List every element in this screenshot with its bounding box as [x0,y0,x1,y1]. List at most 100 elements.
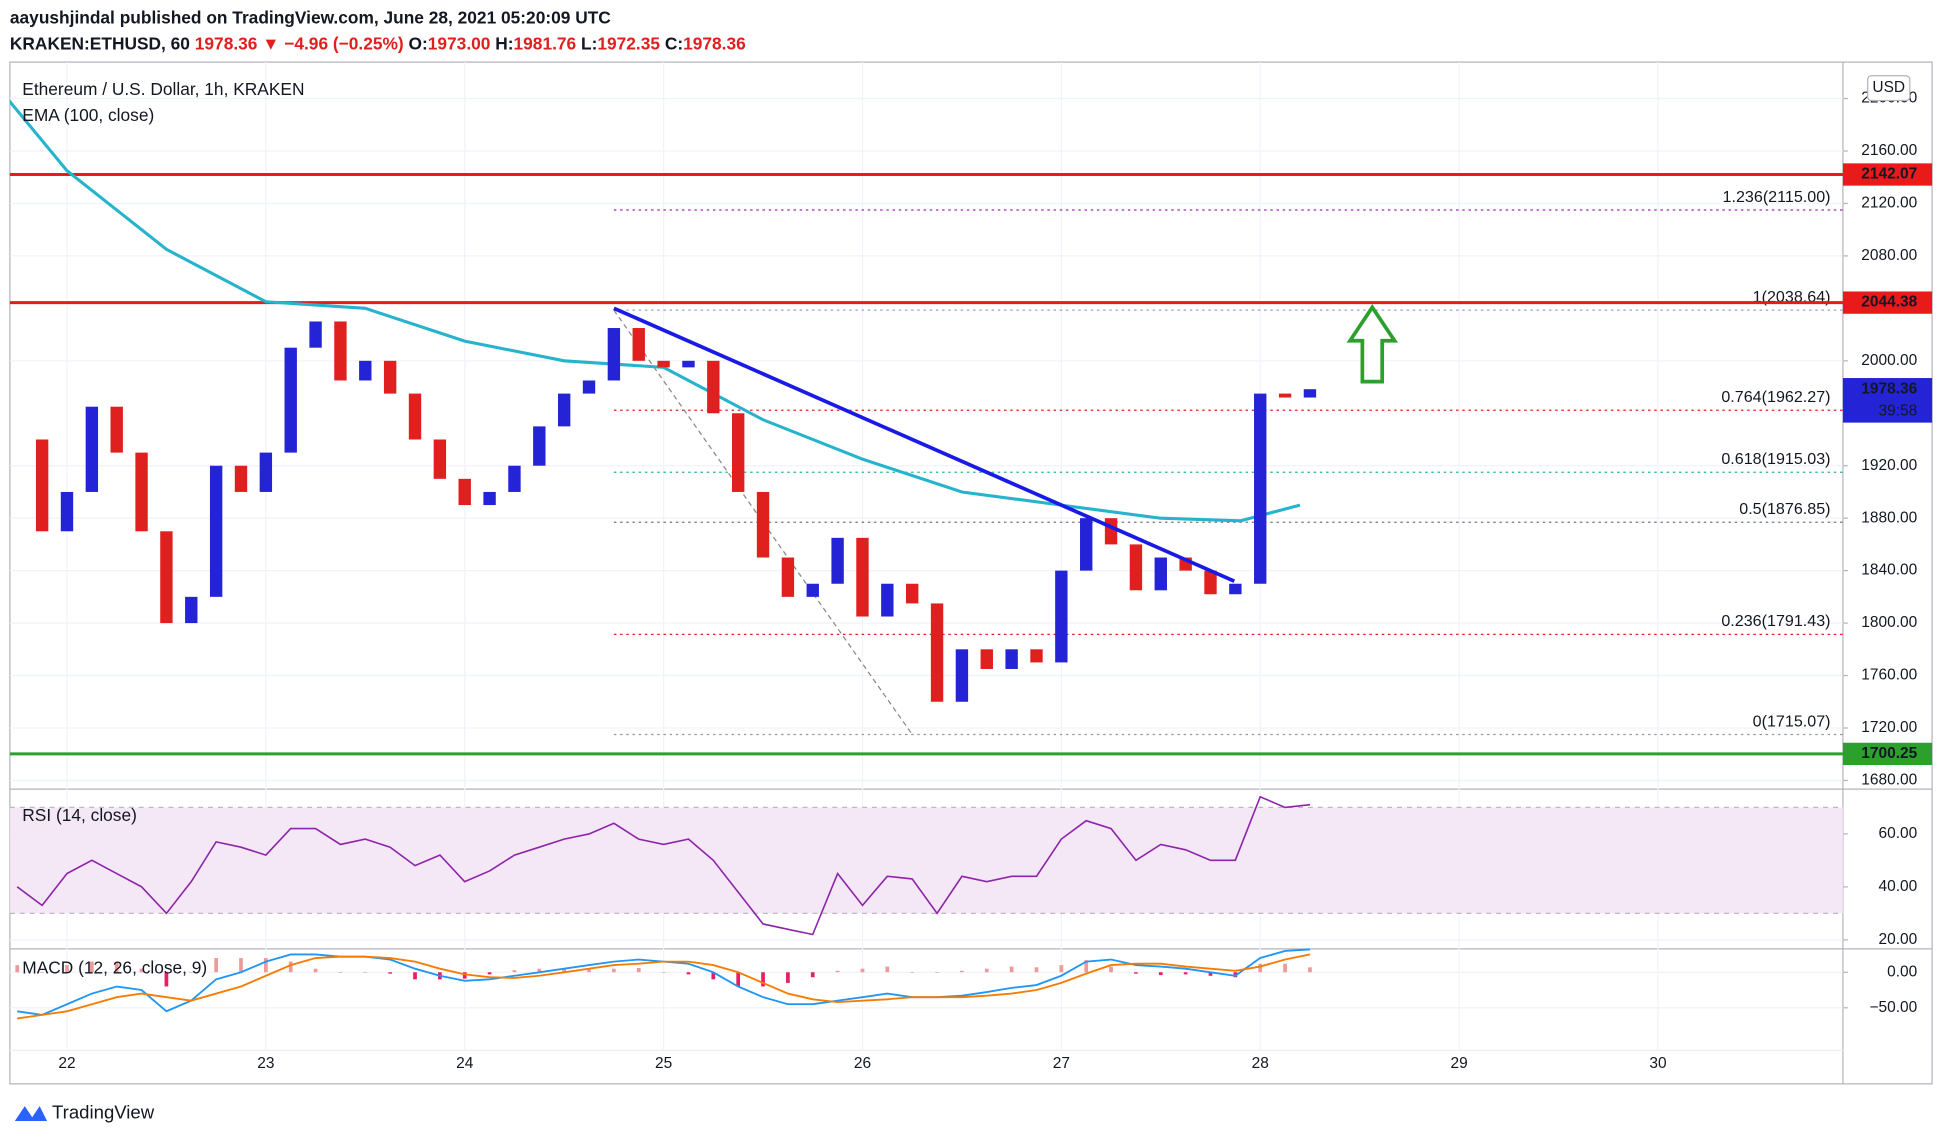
histogram-bar [935,972,939,973]
trendline [613,306,1236,583]
candle [881,583,894,617]
histogram-bar [1034,967,1039,973]
histogram-bar [1109,966,1113,973]
candle [657,360,670,368]
candle [1080,518,1093,571]
histogram-bar [139,968,144,973]
histogram-bar [189,972,194,973]
rsi-legend: RSI (14, close) [22,805,137,825]
candle [557,393,571,427]
close: 1978.36 [683,33,746,53]
x-tick-label: 26 [854,1055,871,1072]
histogram-bar [910,972,915,973]
histogram-bar [810,972,815,978]
candle [1278,393,1292,398]
histogram-bar [288,961,293,973]
price-tag-label: 1978.36 [1861,380,1917,397]
histogram-bar [40,972,44,973]
publisher: aayushjindal published on TradingView.co… [10,7,611,27]
y-tick-label: 2080.00 [1861,247,1917,264]
histogram-bar [885,966,890,973]
l-label: L: [581,33,597,53]
candle [731,413,745,492]
candle [458,478,471,506]
x-tick-label: 24 [456,1055,474,1072]
currency[interactable]: USD [1872,79,1905,96]
high: 1981.76 [514,33,577,53]
histogram-bar [388,972,393,974]
y-tick-label: 1840.00 [1861,562,1917,579]
histogram-bar [761,972,765,987]
x-tick-label: 27 [1053,1055,1070,1072]
y-tick-label: 20.00 [1879,931,1918,948]
x-tick-label: 30 [1649,1055,1666,1072]
level-tag [1842,163,1933,186]
level-tag [1842,291,1933,314]
candle [209,465,223,597]
c-label: C: [665,33,683,53]
candle [334,321,347,381]
candle [433,439,447,479]
candle [259,452,273,492]
candle [1129,544,1143,591]
y-tick-label: 2120.00 [1861,195,1917,212]
histogram-bar [313,968,318,973]
rsi-band [9,807,1843,914]
y-tick-label: 1720.00 [1861,719,1917,736]
histogram-bar [15,965,20,973]
price-tag [1842,378,1933,423]
candle [1005,649,1018,669]
logo-icon [14,1106,48,1122]
candle [359,360,372,381]
candle [980,649,993,669]
candle [1055,570,1068,663]
candle [383,360,397,394]
y-tick-label: 2160.00 [1861,142,1917,159]
y-tick-label: −50.00 [1869,999,1917,1016]
histogram-bar [661,972,666,973]
histogram-bar [164,972,169,987]
macd-line [17,953,1311,1020]
histogram-bar [736,972,741,987]
candle [284,347,297,453]
histogram-bar [214,958,218,973]
candle [756,491,770,558]
ema-legend: EMA (100, close) [22,105,154,125]
low: 1972.35 [597,33,660,53]
h-label: H: [495,33,513,53]
y-tick-label: 2000.00 [1861,352,1917,369]
change: −4.96 (−0.25%) [284,33,403,53]
candle [781,557,795,597]
fib-label: 1.236(2115.00) [1723,188,1831,206]
candle [682,360,695,368]
histogram-bar [512,970,517,973]
fib-label: 0.5(1876.85) [1739,500,1830,518]
level-tag-label: 1700.25 [1861,745,1917,762]
ema-line [9,99,1301,523]
y-tick-label: 1920.00 [1861,457,1917,474]
histogram-bar [239,958,243,973]
histogram-bar [860,968,865,973]
y-tick-label: 1800.00 [1861,614,1917,631]
frame [9,61,1933,1085]
candle [408,393,422,440]
candle [35,439,49,532]
fib-label: 0.618(1915.03) [1721,450,1830,468]
currency-button[interactable] [1867,75,1911,102]
histogram-bar [612,968,616,973]
candle [533,426,546,466]
histogram-bar [263,958,268,973]
histogram-bar [960,970,964,973]
histogram-bar [1158,972,1163,976]
x-tick-label: 28 [1252,1055,1269,1072]
histogram-bar [462,972,467,979]
histogram-bar [984,968,989,973]
candle [856,537,869,617]
histogram-bar [1059,965,1064,973]
candle [1229,583,1242,595]
countdown: 39:58 [1879,403,1918,420]
y-tick-label: 0.00 [1887,963,1917,980]
candle [632,328,645,361]
candle [1154,557,1167,591]
y-tick-label: 60.00 [1879,825,1918,842]
